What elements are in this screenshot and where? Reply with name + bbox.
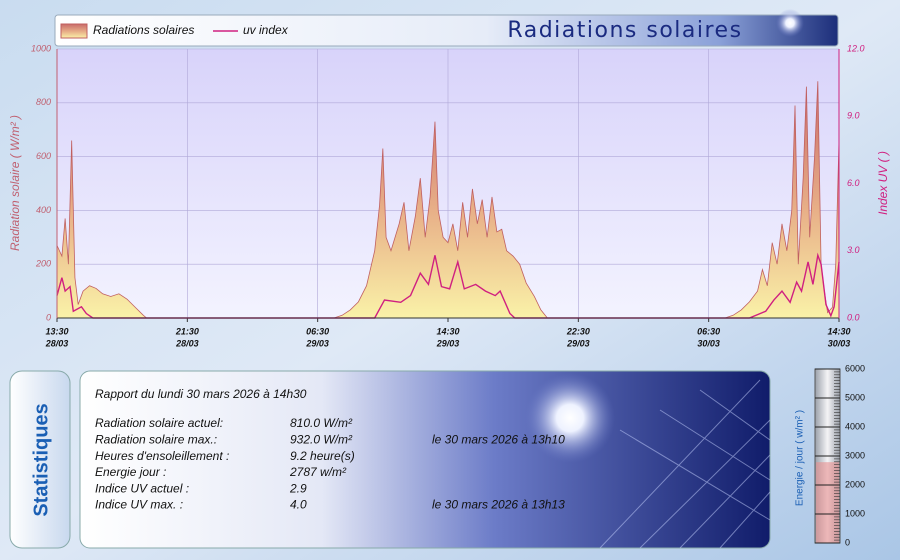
y-tick-label: 200 [35, 259, 51, 269]
stats-title: Statistiques [30, 403, 52, 516]
header-sun [776, 9, 804, 37]
gauge-tick-label: 5000 [845, 392, 865, 402]
x-tick-date: 30/03 [697, 338, 720, 348]
y-tick-label: 400 [36, 205, 51, 215]
x-tick-date: 28/03 [175, 338, 199, 348]
x-tick-label: 21:30 [175, 326, 199, 336]
gauge-tick-label: 0 [845, 537, 850, 547]
y-tick-label: 0 [46, 312, 51, 322]
uv-line [56, 252, 840, 319]
gauge-tick-label: 4000 [845, 421, 865, 431]
stats-cell: 4.0 [290, 498, 307, 512]
legend-swatch [60, 23, 88, 39]
legend-label: uv index [243, 23, 289, 37]
x-tick-date: 29/03 [305, 338, 329, 348]
solar-panels [599, 379, 771, 549]
y2-tick-label: 6.0 [847, 178, 860, 188]
stats-cell: Indice UV actuel : [95, 481, 189, 495]
stats-report: Rapport du lundi 30 mars 2026 à 14h30 [95, 387, 307, 401]
x-tick-label: 06:30 [697, 326, 720, 336]
stats-cell: le 30 mars 2026 à 13h13 [432, 498, 565, 512]
stats-cell: 932.0 W/m² [290, 432, 353, 446]
stats-cell: Indice UV max. : [95, 498, 183, 512]
stats-cell: Radiation solaire max.: [95, 432, 217, 446]
x-tick-label: 14:30 [436, 326, 459, 336]
stats-cell: 9.2 heure(s) [290, 449, 355, 463]
x-tick-label: 06:30 [306, 326, 329, 336]
stats-cell: Energie jour : [95, 465, 166, 479]
y2-tick-label: 0.0 [847, 312, 860, 322]
y2-tick-label: 9.0 [847, 111, 860, 121]
y2-tick-label: 3.0 [847, 245, 860, 255]
y2-tick-label: 12.0 [847, 43, 865, 53]
legend-label: Radiations solaires [93, 23, 194, 37]
stats-cell: le 30 mars 2026 à 13h10 [432, 432, 565, 446]
stats-tab [9, 370, 71, 549]
stats-sun [525, 373, 615, 463]
x-tick-date: 28/03 [45, 338, 69, 348]
radiation-area [56, 81, 840, 319]
y-tick-label: 800 [36, 97, 51, 107]
stats-cell: 2787 w/m² [289, 465, 347, 479]
y2-axis-label: Index UV ( ) [876, 151, 890, 215]
stats-cell: Heures d'ensoleillement : [95, 449, 229, 463]
y-tick-label: 1000 [31, 43, 51, 53]
gauge-tick-label: 3000 [845, 450, 865, 460]
stats-cell: 2.9 [289, 481, 307, 495]
gauge-tick-label: 6000 [845, 363, 865, 373]
x-tick-label: 22:30 [566, 326, 590, 336]
y-tick-label: 600 [36, 151, 51, 161]
gauge-tick-label: 1000 [845, 508, 865, 518]
gauge-tick-label: 2000 [845, 479, 865, 489]
stats-cell: 810.0 W/m² [290, 416, 353, 430]
stats-cell: Radiation solaire actuel: [95, 416, 223, 430]
stats-rows: Radiation solaire actuel: 810.0 W/m² Radia… [95, 416, 565, 512]
header [54, 14, 839, 47]
y-axis-label: Radiation solaire ( W/m² ) [8, 115, 22, 251]
gauge-label: Energie / jour ( w/m² ) [795, 410, 806, 506]
x-tick-label: 13:30 [45, 326, 68, 336]
x-tick-date: 29/03 [566, 338, 590, 348]
panel-lines [599, 379, 771, 549]
x-tick-date: 29/03 [436, 338, 460, 348]
x-tick-label: 14:30 [827, 326, 850, 336]
chart-title: Radiations solaires [507, 18, 742, 43]
x-tick-date: 30/03 [828, 338, 851, 348]
gauge-bar [816, 462, 839, 543]
